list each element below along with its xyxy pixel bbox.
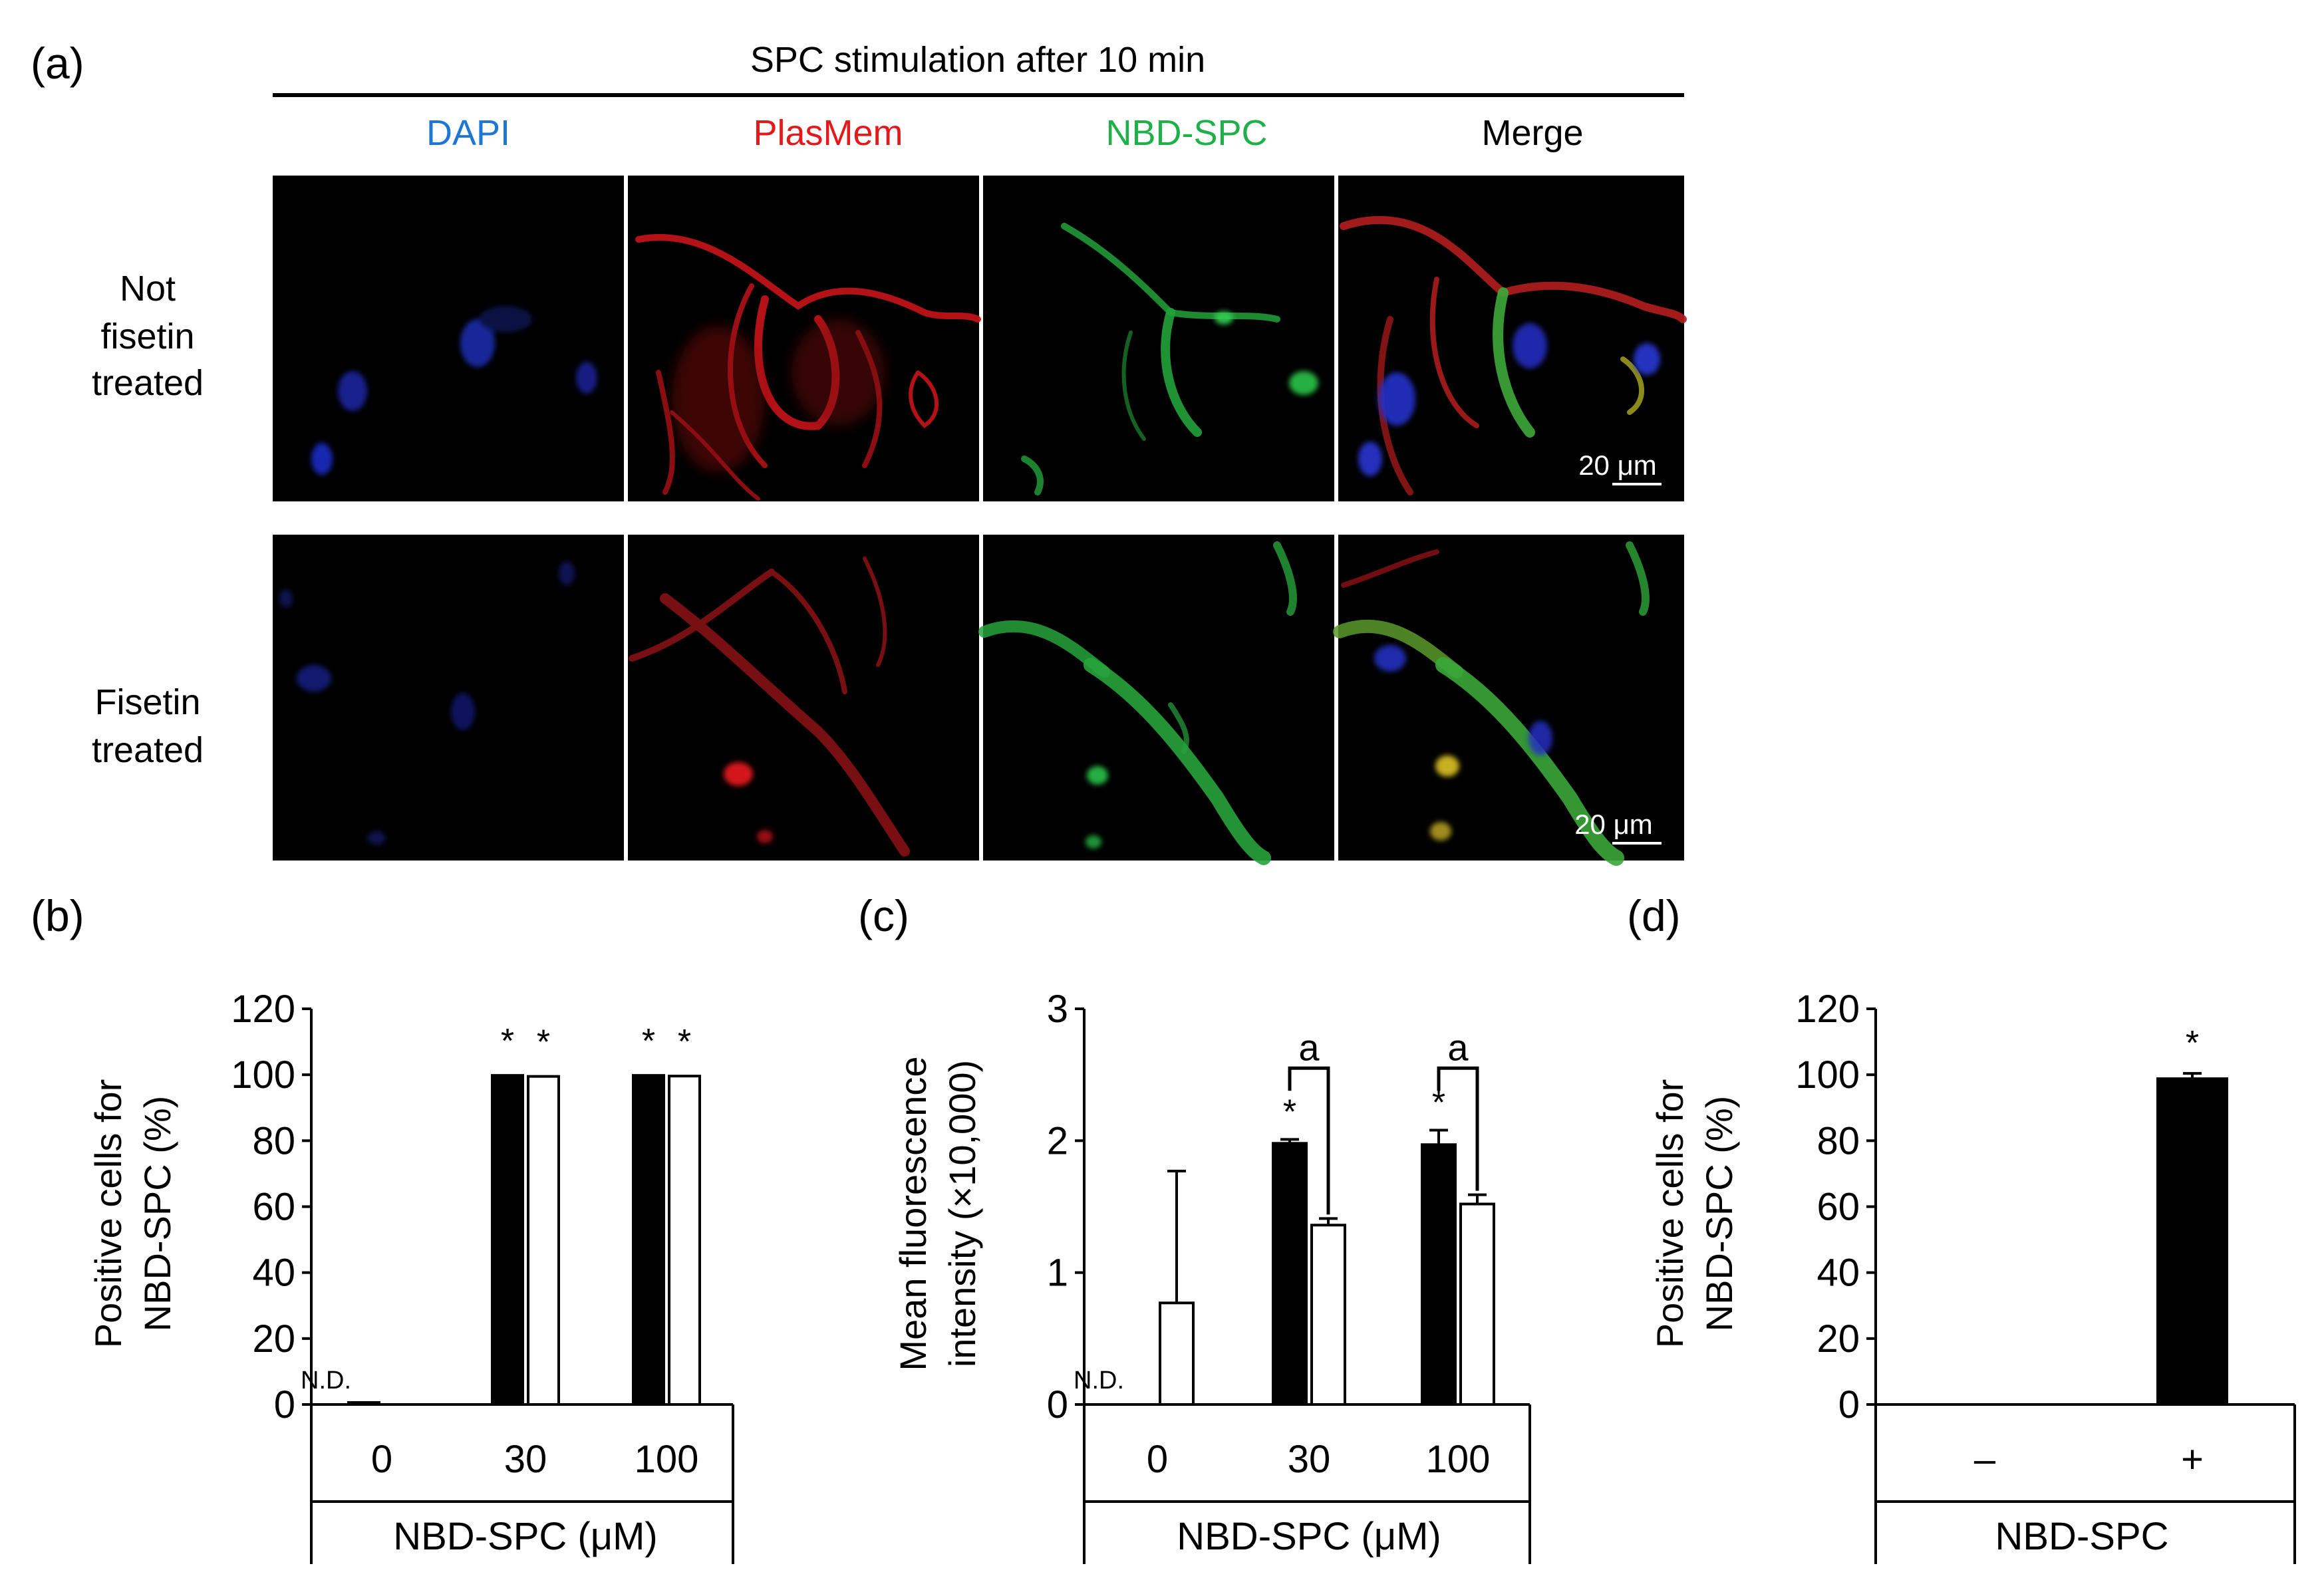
bar [347, 1401, 380, 1406]
bar [2156, 1077, 2228, 1406]
x-tick-label: – [1974, 1438, 1996, 1481]
significance-asterisk: * [642, 1022, 655, 1061]
bar [527, 1075, 560, 1406]
micrograph-merge-not-treated: 20 μm [1338, 176, 1687, 501]
bar [668, 1075, 701, 1406]
bar [1310, 1224, 1346, 1406]
panel-b-label: (b) [31, 891, 84, 940]
bracket-label: a [1447, 1026, 1469, 1068]
chart-b-ylabel: Positive cells for NBD-SPC (%) [87, 1079, 178, 1349]
stimulation-header: SPC stimulation after 10 min [750, 40, 1205, 80]
y-tick-label: 40 [252, 1252, 295, 1295]
micrograph-nbd-spc-fisetin [978, 535, 1334, 865]
chart-c-ylabel-line: intensity (×10,000) [941, 1060, 983, 1367]
significance-asterisk: * [537, 1023, 550, 1062]
micrograph-merge-fisetin: 20 μm [1333, 535, 1684, 866]
micrograph-dapi-not-treated [273, 176, 624, 501]
y-tick-label: 20 [1816, 1317, 1860, 1361]
bar [1421, 1143, 1457, 1406]
row-label-line: Not [120, 269, 176, 309]
chart-b-ylabel-line: NBD-SPC (%) [136, 1096, 178, 1332]
y-tick-label: 0 [1838, 1383, 1860, 1426]
bar [632, 1074, 665, 1406]
y-tick-label: 40 [1816, 1252, 1860, 1295]
micrograph-plasmem-fisetin [628, 535, 979, 861]
significance-asterisk: * [678, 1023, 691, 1061]
bracket-label: a [1298, 1026, 1320, 1068]
comparison-bracket [1288, 1066, 1330, 1215]
micrograph-plasmem-not-treated [628, 176, 981, 501]
chart-d-ylabel: Positive cells for NBD-SPC (%) [1649, 1079, 1740, 1349]
x-tick-label: 0 [1147, 1438, 1168, 1481]
channel-label-merge: Merge [1481, 113, 1583, 153]
bar [1159, 1301, 1195, 1406]
y-tick-label: 20 [252, 1317, 295, 1361]
y-tick-label: 120 [231, 988, 295, 1031]
scale-bar [1612, 842, 1662, 845]
chart-b-xlabel: NBD-SPC (μM) [393, 1515, 658, 1558]
significance-asterisk: * [1432, 1083, 1445, 1122]
chart-d-ylabel-line: Positive cells for [1649, 1079, 1691, 1349]
y-tick-label: 3 [1047, 988, 1068, 1031]
x-tick-label: 100 [1426, 1438, 1491, 1481]
row-label-line: treated [92, 730, 204, 770]
chart-d-xlabel: NBD-SPC [1995, 1515, 2168, 1558]
y-tick-label: 80 [252, 1119, 295, 1162]
x-tick-label: 30 [504, 1438, 547, 1481]
row-label-not-fisetin: Not fisetin treated [92, 269, 204, 403]
channel-label-dapi: DAPI [426, 113, 510, 153]
chart-b-plot: 0 20 40 60 80 100 120 0 30 100 N.D. * * * * [231, 988, 734, 1564]
y-tick-label: 0 [274, 1383, 295, 1426]
nd-label: N.D. [1074, 1367, 1124, 1395]
row-label-line: Fisetin [94, 682, 200, 722]
chart-c-ylabel-line: Mean fluorescence [892, 1056, 934, 1371]
bar [1459, 1202, 1495, 1406]
y-tick-label: 60 [1816, 1186, 1860, 1229]
channel-label-plasmem: PlasMem [753, 113, 903, 153]
chart-d-plot: 0 20 40 60 80 100 120 – + * [1795, 988, 2296, 1564]
chart-c-xlabel: NBD-SPC (μM) [1177, 1515, 1441, 1558]
chart-b-ylabel-line: Positive cells for [87, 1079, 129, 1349]
panel-b: (b) Positive cells for NBD-SPC (%) 0 20 40… [31, 891, 734, 1564]
panel-a: (a) SPC stimulation after 10 min DAPI Pl… [31, 39, 1687, 866]
y-tick-label: 80 [1816, 1119, 1860, 1162]
y-tick-label: 1 [1047, 1252, 1068, 1295]
micrograph-nbd-spc-not-treated [983, 176, 1334, 501]
significance-asterisk: * [1283, 1093, 1296, 1131]
y-tick-label: 60 [252, 1186, 295, 1229]
row-label-fisetin: Fisetin treated [92, 682, 204, 770]
y-tick-label: 120 [1795, 988, 1860, 1031]
comparison-bracket [1437, 1066, 1479, 1191]
chart-d-ylabel-line: NBD-SPC (%) [1698, 1096, 1740, 1332]
scale-bar-label: 20 μm [1578, 450, 1657, 481]
row-label-line: treated [92, 363, 204, 403]
significance-asterisk: * [2186, 1024, 2199, 1063]
header-rule [273, 93, 1684, 97]
panel-a-label: (a) [31, 39, 84, 88]
micrograph-dapi-fisetin [273, 535, 624, 861]
x-tick-label: 30 [1288, 1438, 1331, 1481]
scale-bar [1612, 483, 1662, 485]
panel-d: (d) Positive cells for NBD-SPC (%) 0 20 40… [1627, 891, 2296, 1564]
scale-bar-label: 20 μm [1574, 809, 1653, 840]
x-tick-label: 0 [371, 1438, 392, 1481]
y-tick-label: 0 [1047, 1383, 1068, 1426]
chart-c-ylabel: Mean fluorescence intensity (×10,000) [892, 1056, 983, 1371]
row-label-line: fisetin [100, 317, 194, 356]
significance-asterisk: * [501, 1022, 514, 1061]
nd-label: N.D. [301, 1367, 351, 1395]
bar [1272, 1142, 1308, 1406]
x-tick-label: + [2181, 1438, 2204, 1481]
x-tick-label: 100 [635, 1438, 699, 1481]
panel-c: (c) Mean fluorescence intensity (×10,000… [858, 891, 1531, 1564]
panel-c-label: (c) [858, 891, 909, 940]
y-tick-label: 100 [1795, 1053, 1860, 1097]
y-tick-label: 2 [1047, 1119, 1068, 1162]
channel-label-nbd-spc: NBD-SPC [1105, 113, 1267, 153]
panel-d-label: (d) [1627, 891, 1681, 940]
bar [491, 1074, 524, 1406]
y-tick-label: 100 [231, 1053, 295, 1097]
